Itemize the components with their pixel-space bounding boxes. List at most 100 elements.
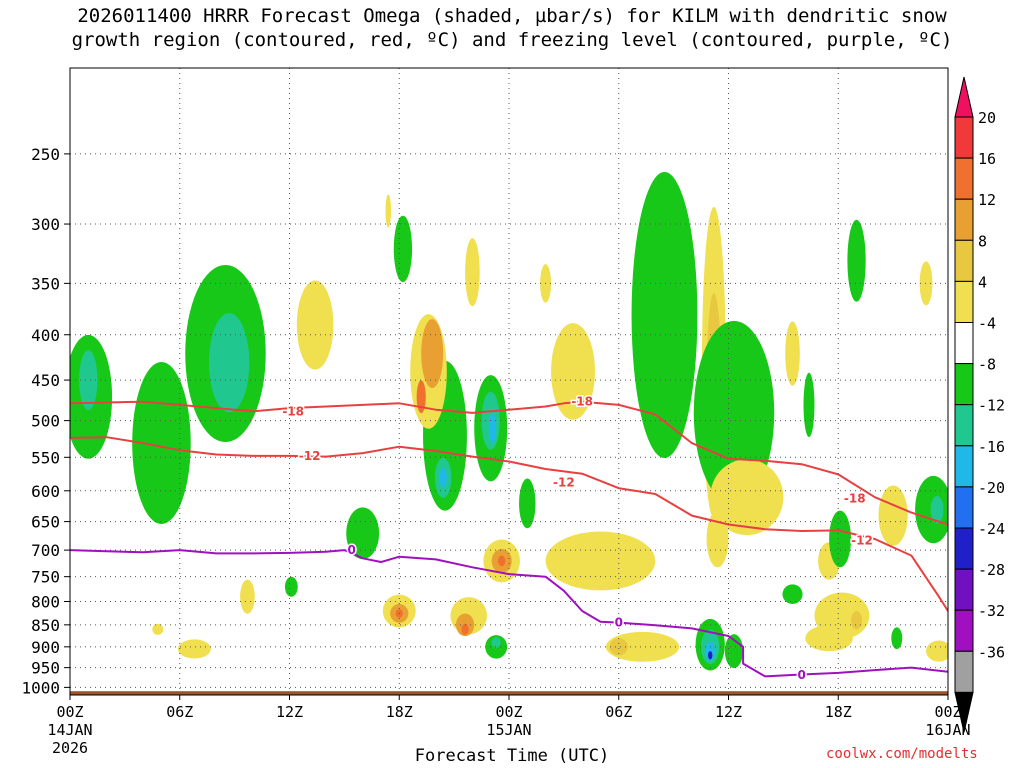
ground-layer <box>70 691 948 695</box>
x-tick-label-8: 00Z <box>934 703 961 721</box>
colorbar-label-11: -28 <box>978 561 1005 579</box>
contour-label-8: 0 <box>797 668 805 682</box>
colorbar-label-12: -32 <box>978 602 1005 620</box>
y-tick-label-950: 950 <box>31 659 60 678</box>
colorbar-bin-13 <box>954 609 974 652</box>
contour-label-6: 0 <box>348 543 356 557</box>
contour-label-1: -18 <box>571 395 593 409</box>
colorbar-label-3: 8 <box>978 232 987 250</box>
x-tick-date-8: 16JAN <box>925 721 970 739</box>
y-tick-label-500: 500 <box>31 412 60 431</box>
omega-region-58 <box>829 510 852 568</box>
colorbar-label-0: 20 <box>978 109 996 127</box>
colorbar-bin-12 <box>954 568 974 611</box>
omega-region-5 <box>152 623 164 635</box>
omega-region-6 <box>177 639 211 659</box>
omega-region-60 <box>851 611 863 630</box>
contour-label-5: -12 <box>851 534 873 548</box>
colorbar-bin-6 <box>954 322 974 365</box>
y-tick-label-650: 650 <box>31 513 60 532</box>
ground-fill <box>70 691 948 695</box>
colorbar-label-8: -16 <box>978 438 1005 456</box>
omega-shading <box>70 172 948 671</box>
y-tick-label-700: 700 <box>31 541 60 560</box>
colorbar-label-9: -20 <box>978 479 1005 497</box>
colorbar-bin-5 <box>954 280 974 323</box>
colorbar-label-10: -24 <box>978 520 1005 538</box>
omega-region-7 <box>240 579 255 614</box>
y-tick-label-750: 750 <box>31 568 60 587</box>
y-tick-label-850: 850 <box>31 616 60 635</box>
omega-region-37 <box>545 531 656 591</box>
omega-region-4 <box>209 313 250 413</box>
omega-region-19 <box>465 238 480 307</box>
omega-region-40 <box>631 172 698 458</box>
contour-label-0: -18 <box>282 404 304 418</box>
colorbar-bin-4 <box>954 239 974 282</box>
omega-region-63 <box>919 261 933 306</box>
x-tick-label-2: 12Z <box>276 703 303 721</box>
omega-region-65 <box>930 495 944 524</box>
colorbar-label-5: -4 <box>978 315 996 333</box>
omega-region-12 <box>385 194 392 228</box>
omega-region-57 <box>847 219 866 302</box>
colorbar-bin-7 <box>954 363 974 406</box>
omega-region-53 <box>803 372 815 438</box>
colorbar-label-2: 12 <box>978 191 996 209</box>
omega-region-22 <box>488 413 497 444</box>
colorbar-bin-2 <box>954 157 974 200</box>
contour-label-7: 0 <box>615 616 623 630</box>
colorbar-bin-1 <box>954 116 974 159</box>
omega-region-1 <box>79 350 98 411</box>
y-tick-label-600: 600 <box>31 482 60 501</box>
omega-region-62 <box>891 627 903 650</box>
credit-text: coolwx.com/modelts <box>826 746 978 762</box>
colorbar-bin-3 <box>954 198 974 241</box>
x-tick-label-3: 18Z <box>386 703 413 721</box>
omega-region-28 <box>461 623 469 635</box>
x-tick-label-7: 18Z <box>825 703 852 721</box>
omega-region-38 <box>605 631 680 662</box>
contour-label-4: -12 <box>553 475 575 489</box>
colorbar-label-13: -36 <box>978 643 1005 661</box>
omega-region-59 <box>805 625 853 652</box>
x-tick-date-4: 15JAN <box>486 721 531 739</box>
omega-region-49 <box>705 641 715 661</box>
x-axis-title: Forecast Time (UTC) <box>414 746 610 766</box>
isotherm-contours: -18 -18 -18 -12 -12 -12 0 0 0 <box>70 393 948 683</box>
y-tick-label-250: 250 <box>31 145 60 164</box>
contour-label-2: -18 <box>844 491 866 505</box>
y-tick-label-800: 800 <box>31 593 60 612</box>
colorbar-bottom-arrow <box>954 691 974 733</box>
y-tick-label-300: 300 <box>31 215 60 234</box>
omega-region-33 <box>491 637 501 648</box>
isotherm-minus18-line <box>70 400 948 526</box>
x-tick-label-0: 00Z <box>56 703 83 721</box>
isotherm-minus12-line <box>70 436 948 612</box>
omega-region-16 <box>416 380 426 414</box>
omega-region-61 <box>878 485 908 546</box>
omega-region-10 <box>346 507 380 560</box>
colorbar-label-6: -8 <box>978 356 996 374</box>
x-tick-label-5: 06Z <box>605 703 632 721</box>
omega-region-8 <box>284 576 298 597</box>
omega-region-50 <box>708 651 713 660</box>
omega-region-34 <box>519 478 536 529</box>
omega-region-39 <box>609 638 628 656</box>
title-line-1: 2026011400 HRRR Forecast Omega (shaded, … <box>77 5 947 27</box>
y-tick-label-400: 400 <box>31 326 60 345</box>
omega-region-36 <box>551 323 595 420</box>
x-tick-label-1: 06Z <box>166 703 193 721</box>
colorbar-bin-8 <box>954 404 974 447</box>
contour-label-3: -12 <box>299 449 321 463</box>
x-tick-date-0: 14JAN <box>47 721 92 739</box>
omega-region-9 <box>296 280 334 370</box>
chart-title: 2026011400 HRRR Forecast Omega (shaded, … <box>0 4 1024 52</box>
colorbar-label-7: -12 <box>978 397 1005 415</box>
x-tick-label-4: 00Z <box>495 703 522 721</box>
x-tick-year-0: 2026 <box>52 739 88 757</box>
omega-region-15 <box>421 319 444 388</box>
colorbar-top-arrow <box>954 76 974 118</box>
omega-region-44 <box>693 320 775 505</box>
